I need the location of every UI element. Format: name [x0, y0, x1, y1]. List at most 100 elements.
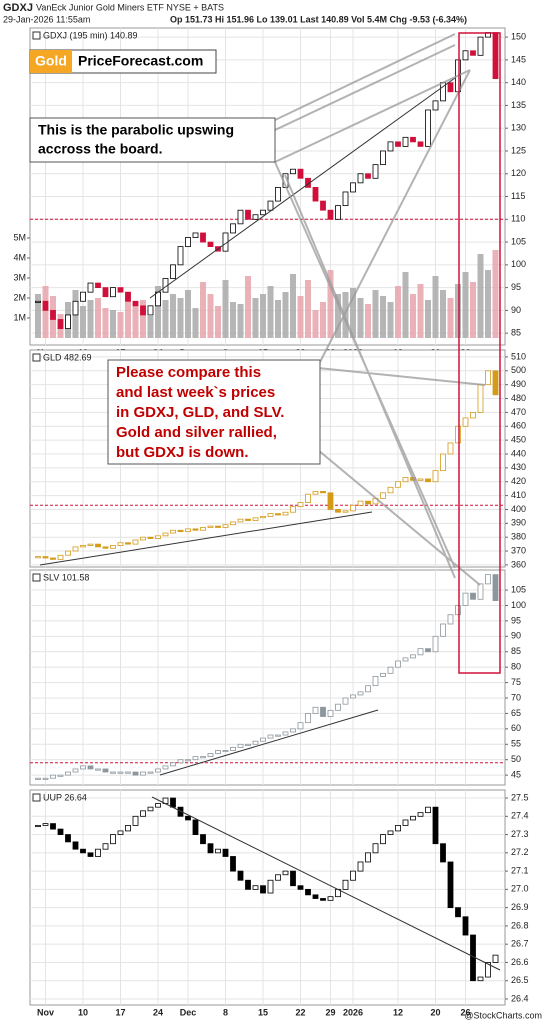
candle	[410, 136, 416, 143]
candle	[425, 648, 431, 653]
candle	[417, 812, 424, 817]
candle	[57, 554, 64, 560]
candle	[462, 50, 469, 61]
trend-line	[151, 796, 501, 971]
y-tick-label: 125	[511, 145, 526, 155]
y-tick-label: 105	[511, 584, 526, 594]
candle	[402, 819, 409, 826]
candle	[297, 722, 304, 730]
volume-bar	[230, 302, 236, 338]
volume-bar	[87, 300, 94, 338]
candle	[470, 50, 476, 56]
candle	[290, 168, 296, 175]
candle	[447, 82, 454, 93]
volume-bar	[395, 286, 401, 338]
candle	[365, 500, 371, 505]
candle	[252, 740, 259, 745]
y-tick-label: 80	[511, 662, 521, 672]
candle	[312, 491, 319, 495]
source: @StockCharts.com	[464, 1010, 542, 1020]
volume-bar	[402, 272, 409, 338]
annotation: This is the parabolic upswing accross th…	[29, 117, 276, 163]
candle	[95, 282, 101, 289]
y-tick-label: 26.4	[511, 993, 529, 1003]
candle	[215, 525, 221, 528]
candle	[387, 830, 394, 835]
candle	[237, 518, 244, 523]
y-tick-label: 400	[511, 504, 526, 514]
y-tick-label: 370	[511, 545, 526, 555]
candle	[260, 885, 266, 894]
candle	[260, 737, 266, 742]
volume-bar	[365, 304, 371, 338]
candle	[125, 291, 131, 302]
candle	[230, 856, 236, 872]
candle	[342, 510, 349, 513]
volume-bar	[455, 284, 461, 338]
candle	[297, 168, 304, 179]
volume-bar	[125, 292, 131, 338]
candle	[380, 834, 386, 845]
y-tick-label: 410	[511, 490, 526, 500]
annotation: Please compare this and last week`s pric…	[107, 359, 321, 465]
candle	[50, 309, 56, 320]
y2-tick-label: 4M	[13, 252, 26, 262]
candle	[252, 214, 259, 220]
x-tick-label: 26	[460, 1007, 470, 1017]
candle	[237, 743, 244, 748]
annotation-text: Gold and silver rallied,	[116, 424, 277, 441]
candle	[80, 545, 86, 548]
candle	[485, 370, 491, 386]
volume-bar	[252, 298, 259, 338]
candle	[425, 478, 431, 483]
candle	[245, 209, 251, 220]
candle	[245, 518, 251, 521]
annotation-text: in GDXJ, GLD, and SLV.	[116, 404, 284, 421]
y-tick-label: 490	[511, 379, 526, 389]
candle	[417, 648, 424, 656]
y-tick-label: 130	[511, 123, 526, 133]
candle	[485, 962, 491, 978]
volume-bar	[110, 310, 116, 338]
panel-title: GDXJ (195 min) 140.89	[43, 30, 138, 40]
candle	[140, 305, 146, 316]
connector	[274, 33, 486, 586]
candle	[57, 828, 64, 835]
y2-tick-label: 1M	[13, 312, 26, 322]
panel-frame	[29, 569, 506, 786]
candle	[410, 815, 416, 821]
candle	[305, 177, 311, 188]
candle	[372, 164, 379, 179]
candle	[147, 806, 154, 812]
candle	[462, 592, 469, 606]
y-tick-label: 26.8	[511, 920, 529, 930]
candle	[477, 976, 484, 982]
candle	[162, 532, 169, 537]
candle	[207, 753, 214, 758]
candle	[357, 691, 364, 696]
volume-bar	[410, 294, 416, 338]
candle	[342, 879, 349, 890]
candle	[147, 536, 154, 539]
volume-bar	[297, 296, 304, 338]
y-tick-label: 70	[511, 692, 521, 702]
volume-bar	[470, 282, 476, 338]
y-tick-label: 500	[511, 365, 526, 375]
candle	[252, 517, 259, 521]
annotation-text: but GDXJ is down.	[116, 444, 249, 461]
candle	[282, 731, 289, 736]
candle	[432, 470, 439, 483]
trend-line	[39, 511, 373, 566]
volume-bar	[80, 306, 86, 338]
candle	[35, 556, 41, 559]
candle	[290, 506, 296, 513]
candle	[207, 843, 214, 854]
y-tick-label: 150	[511, 31, 526, 41]
x-tick-label: 24	[153, 1007, 163, 1017]
y-tick-label: 90	[511, 631, 521, 641]
x-tick-label: 8	[223, 1007, 228, 1017]
candle	[320, 200, 326, 211]
volume-bar	[432, 276, 439, 338]
volume-bar	[462, 272, 469, 338]
